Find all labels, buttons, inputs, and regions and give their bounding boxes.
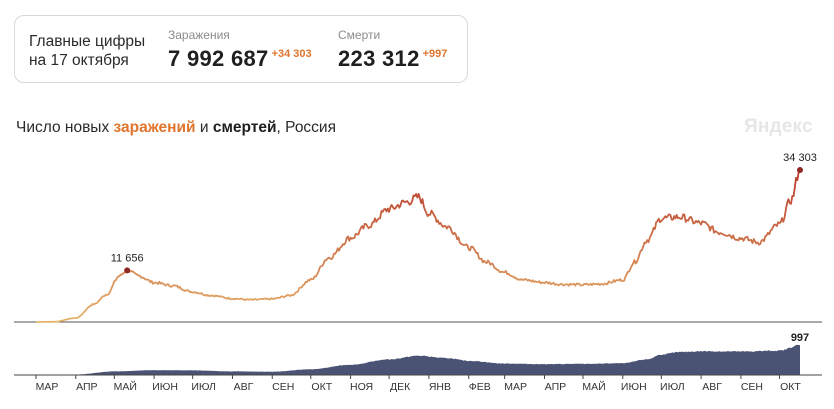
x-axis-tick-label: ОКТ bbox=[311, 381, 332, 393]
x-axis-tick-label: АВГ bbox=[702, 381, 722, 393]
summary-title-line1: Главные цифры bbox=[29, 33, 146, 50]
x-axis-tick-label: ДЕК bbox=[390, 381, 411, 393]
summary-card: Главные цифры на 17 октября Заражения 7 … bbox=[14, 15, 468, 83]
chart-title-deaths: смертей bbox=[212, 119, 277, 136]
deaths-delta: +997 bbox=[422, 48, 448, 60]
infections-peak-label: 11 656 bbox=[111, 252, 144, 264]
deaths-last-label: 997 bbox=[791, 332, 809, 344]
x-axis-tick-label: ИЮЛ bbox=[660, 381, 685, 393]
x-axis-tick-label: СЕН bbox=[741, 381, 763, 393]
x-axis-tick-label: НОЯ bbox=[350, 381, 373, 393]
x-axis-tick-label: СЕН bbox=[272, 381, 294, 393]
yandex-logo: Яндекс bbox=[744, 116, 813, 137]
infections-peak-point bbox=[797, 167, 803, 173]
summary-title: Главные цифры на 17 октября bbox=[29, 32, 145, 70]
deaths-area bbox=[36, 344, 800, 375]
chart-title: Число новых заражений и смертей, Россия bbox=[16, 119, 336, 137]
infections-chart: 11 656 34 303 bbox=[14, 152, 822, 323]
infections-peak-label: 34 303 bbox=[783, 152, 817, 164]
summary-title-line2: на 17 октября bbox=[29, 52, 129, 69]
infections-total: 7 992 687 bbox=[168, 46, 269, 71]
chart-title-infections: заражений bbox=[113, 119, 196, 136]
infections-stat: Заражения 7 992 687 +34 303 bbox=[168, 28, 312, 72]
chart-title-prefix: Число новых bbox=[16, 119, 114, 136]
infections-delta: +34 303 bbox=[271, 48, 312, 60]
x-axis-tick-label: ИЮН bbox=[152, 381, 178, 393]
x-axis-tick-label: ЯНВ bbox=[429, 381, 451, 393]
x-axis-tick-label: АПР bbox=[545, 381, 566, 393]
x-axis-tick-label: ИЮЛ bbox=[191, 381, 216, 393]
infections-line bbox=[36, 169, 801, 323]
x-axis-tick-label: МАЙ bbox=[582, 380, 605, 393]
x-axis-tick-label: ФЕВ bbox=[469, 381, 491, 393]
x-axis: МАР АПР МАЙ ИЮН ИЮЛ АВГ СЕН ОКТ НОЯ ДЕК ЯНВ ФЕВ МАР А… bbox=[14, 374, 822, 393]
x-axis-tick-label: МАР bbox=[504, 381, 527, 393]
x-axis-tick-label: ИЮН bbox=[621, 381, 647, 393]
infections-label: Заражения bbox=[168, 28, 230, 42]
x-axis-tick-label: АПР bbox=[76, 381, 97, 393]
deaths-total: 223 312 bbox=[338, 46, 420, 71]
x-axis-tick-label: МАР bbox=[36, 381, 59, 393]
deaths-stat: Смерти 223 312 +997 bbox=[338, 28, 447, 72]
x-axis-tick-label: МАЙ bbox=[114, 380, 137, 393]
x-axis-tick-label: ОКТ bbox=[780, 381, 801, 393]
infections-peak-point bbox=[124, 267, 131, 274]
deaths-label: Смерти bbox=[338, 28, 381, 42]
chart-title-middle: и bbox=[195, 119, 213, 136]
deaths-chart: 997 bbox=[36, 332, 809, 375]
x-axis-tick-label: АВГ bbox=[234, 381, 254, 393]
chart-title-suffix: , Россия bbox=[276, 119, 336, 136]
